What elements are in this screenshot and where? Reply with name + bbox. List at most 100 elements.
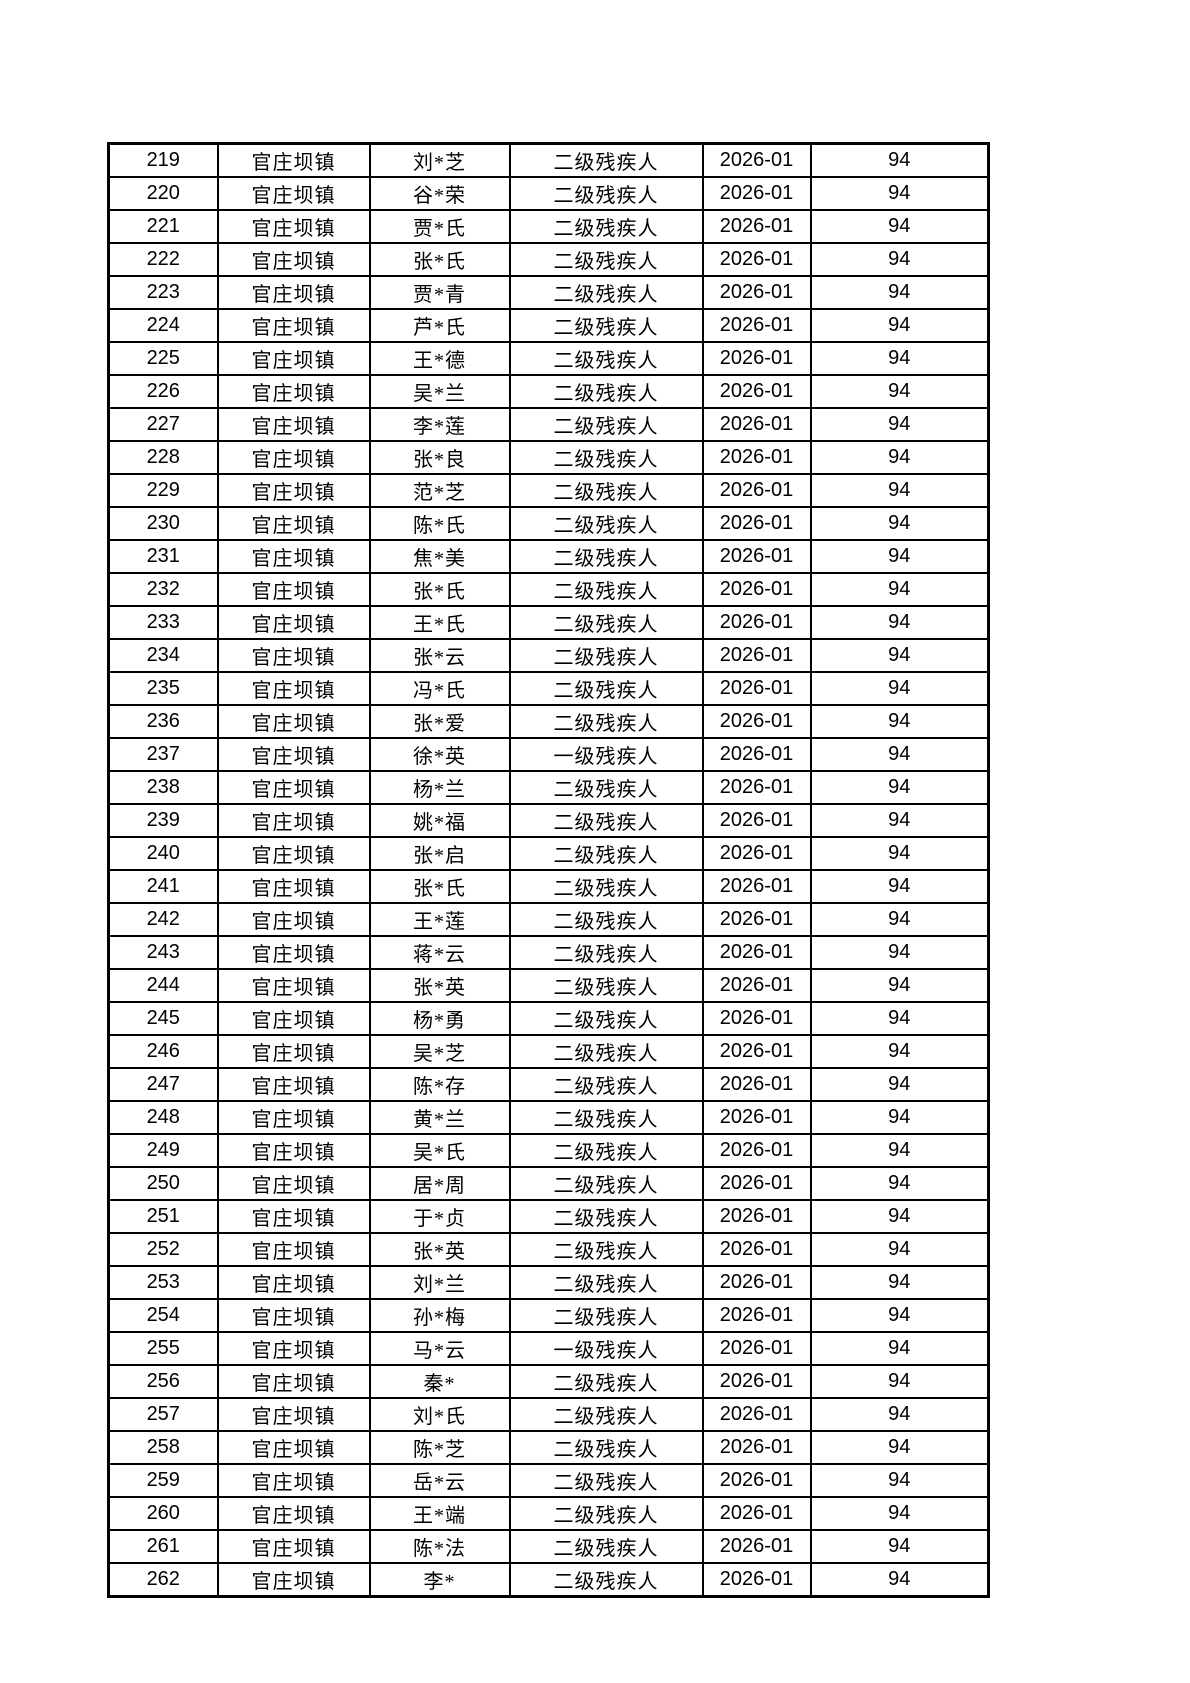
- cell-month: 2026-01: [701, 1232, 812, 1267]
- cell-sequence-number: 223: [107, 275, 219, 310]
- cell-town: 官庄坝镇: [216, 638, 371, 673]
- table-row: 254 官庄坝镇 孙*梅 二级残疾人 2026-01 94: [107, 1298, 990, 1333]
- cell-sequence-number: 260: [107, 1496, 219, 1531]
- cell-month: 2026-01: [701, 1331, 812, 1366]
- cell-disability-category: 二级残疾人: [508, 473, 704, 508]
- cell-amount: 94: [809, 1100, 990, 1135]
- cell-sequence-number: 237: [107, 737, 219, 772]
- table-row: 234 官庄坝镇 张*云 二级残疾人 2026-01 94: [107, 638, 990, 673]
- cell-amount: 94: [809, 275, 990, 310]
- cell-month: 2026-01: [701, 1100, 812, 1135]
- cell-month: 2026-01: [701, 176, 812, 211]
- cell-disability-category: 二级残疾人: [508, 539, 704, 574]
- table-row: 231 官庄坝镇 焦*美 二级残疾人 2026-01 94: [107, 539, 990, 574]
- table-row: 262 官庄坝镇 李* 二级残疾人 2026-01 94: [107, 1562, 990, 1598]
- cell-month: 2026-01: [701, 704, 812, 739]
- cell-person-name: 张*氏: [368, 242, 511, 277]
- table-row: 239 官庄坝镇 姚*福 二级残疾人 2026-01 94: [107, 803, 990, 838]
- cell-sequence-number: 232: [107, 572, 219, 607]
- cell-person-name: 张*启: [368, 836, 511, 871]
- cell-amount: 94: [809, 209, 990, 244]
- cell-sequence-number: 262: [107, 1562, 219, 1598]
- table-row: 259 官庄坝镇 岳*云 二级残疾人 2026-01 94: [107, 1463, 990, 1498]
- cell-person-name: 吴*芝: [368, 1034, 511, 1069]
- cell-town: 官庄坝镇: [216, 308, 371, 343]
- cell-amount: 94: [809, 308, 990, 343]
- table-row: 230 官庄坝镇 陈*氏 二级残疾人 2026-01 94: [107, 506, 990, 541]
- cell-town: 官庄坝镇: [216, 1463, 371, 1498]
- table-row: 246 官庄坝镇 吴*芝 二级残疾人 2026-01 94: [107, 1034, 990, 1069]
- cell-sequence-number: 228: [107, 440, 219, 475]
- cell-person-name: 陈*芝: [368, 1430, 511, 1465]
- cell-month: 2026-01: [701, 440, 812, 475]
- cell-disability-category: 二级残疾人: [508, 1298, 704, 1333]
- cell-town: 官庄坝镇: [216, 407, 371, 442]
- cell-disability-category: 二级残疾人: [508, 1133, 704, 1168]
- cell-sequence-number: 224: [107, 308, 219, 343]
- cell-town: 官庄坝镇: [216, 1133, 371, 1168]
- cell-month: 2026-01: [701, 242, 812, 277]
- cell-month: 2026-01: [701, 836, 812, 871]
- cell-amount: 94: [809, 1199, 990, 1234]
- cell-sequence-number: 258: [107, 1430, 219, 1465]
- cell-town: 官庄坝镇: [216, 1397, 371, 1432]
- cell-person-name: 居*周: [368, 1166, 511, 1201]
- cell-person-name: 王*端: [368, 1496, 511, 1531]
- cell-sequence-number: 225: [107, 341, 219, 376]
- cell-person-name: 蒋*云: [368, 935, 511, 970]
- cell-sequence-number: 233: [107, 605, 219, 640]
- cell-month: 2026-01: [701, 1034, 812, 1069]
- cell-amount: 94: [809, 407, 990, 442]
- cell-sequence-number: 238: [107, 770, 219, 805]
- table-row: 247 官庄坝镇 陈*存 二级残疾人 2026-01 94: [107, 1067, 990, 1102]
- table-row: 222 官庄坝镇 张*氏 二级残疾人 2026-01 94: [107, 242, 990, 277]
- cell-person-name: 徐*英: [368, 737, 511, 772]
- table-row: 245 官庄坝镇 杨*勇 二级残疾人 2026-01 94: [107, 1001, 990, 1036]
- cell-sequence-number: 230: [107, 506, 219, 541]
- cell-town: 官庄坝镇: [216, 1529, 371, 1564]
- cell-town: 官庄坝镇: [216, 869, 371, 904]
- cell-amount: 94: [809, 1133, 990, 1168]
- table-row: 251 官庄坝镇 于*贞 二级残疾人 2026-01 94: [107, 1199, 990, 1234]
- cell-disability-category: 二级残疾人: [508, 836, 704, 871]
- cell-town: 官庄坝镇: [216, 803, 371, 838]
- cell-town: 官庄坝镇: [216, 704, 371, 739]
- cell-disability-category: 二级残疾人: [508, 1199, 704, 1234]
- cell-disability-category: 二级残疾人: [508, 142, 704, 178]
- cell-amount: 94: [809, 902, 990, 937]
- cell-town: 官庄坝镇: [216, 473, 371, 508]
- cell-town: 官庄坝镇: [216, 836, 371, 871]
- cell-town: 官庄坝镇: [216, 539, 371, 574]
- cell-month: 2026-01: [701, 902, 812, 937]
- cell-amount: 94: [809, 1430, 990, 1465]
- cell-month: 2026-01: [701, 935, 812, 970]
- table-row: 250 官庄坝镇 居*周 二级残疾人 2026-01 94: [107, 1166, 990, 1201]
- cell-town: 官庄坝镇: [216, 242, 371, 277]
- cell-town: 官庄坝镇: [216, 209, 371, 244]
- cell-person-name: 张*英: [368, 1232, 511, 1267]
- cell-disability-category: 二级残疾人: [508, 1001, 704, 1036]
- cell-sequence-number: 251: [107, 1199, 219, 1234]
- cell-person-name: 马*云: [368, 1331, 511, 1366]
- cell-month: 2026-01: [701, 803, 812, 838]
- cell-month: 2026-01: [701, 1265, 812, 1300]
- table-row: 235 官庄坝镇 冯*氏 二级残疾人 2026-01 94: [107, 671, 990, 706]
- cell-town: 官庄坝镇: [216, 737, 371, 772]
- cell-person-name: 贾*青: [368, 275, 511, 310]
- cell-month: 2026-01: [701, 539, 812, 574]
- cell-month: 2026-01: [701, 869, 812, 904]
- subsidy-table: 219 官庄坝镇 刘*芝 二级残疾人 2026-01 94 220 官庄坝镇 谷…: [107, 142, 990, 1598]
- cell-town: 官庄坝镇: [216, 275, 371, 310]
- cell-amount: 94: [809, 638, 990, 673]
- cell-amount: 94: [809, 539, 990, 574]
- cell-sequence-number: 219: [107, 142, 219, 178]
- cell-month: 2026-01: [701, 638, 812, 673]
- cell-sequence-number: 242: [107, 902, 219, 937]
- cell-person-name: 杨*兰: [368, 770, 511, 805]
- cell-disability-category: 二级残疾人: [508, 1463, 704, 1498]
- cell-disability-category: 一级残疾人: [508, 737, 704, 772]
- cell-amount: 94: [809, 572, 990, 607]
- cell-amount: 94: [809, 506, 990, 541]
- cell-person-name: 吴*兰: [368, 374, 511, 409]
